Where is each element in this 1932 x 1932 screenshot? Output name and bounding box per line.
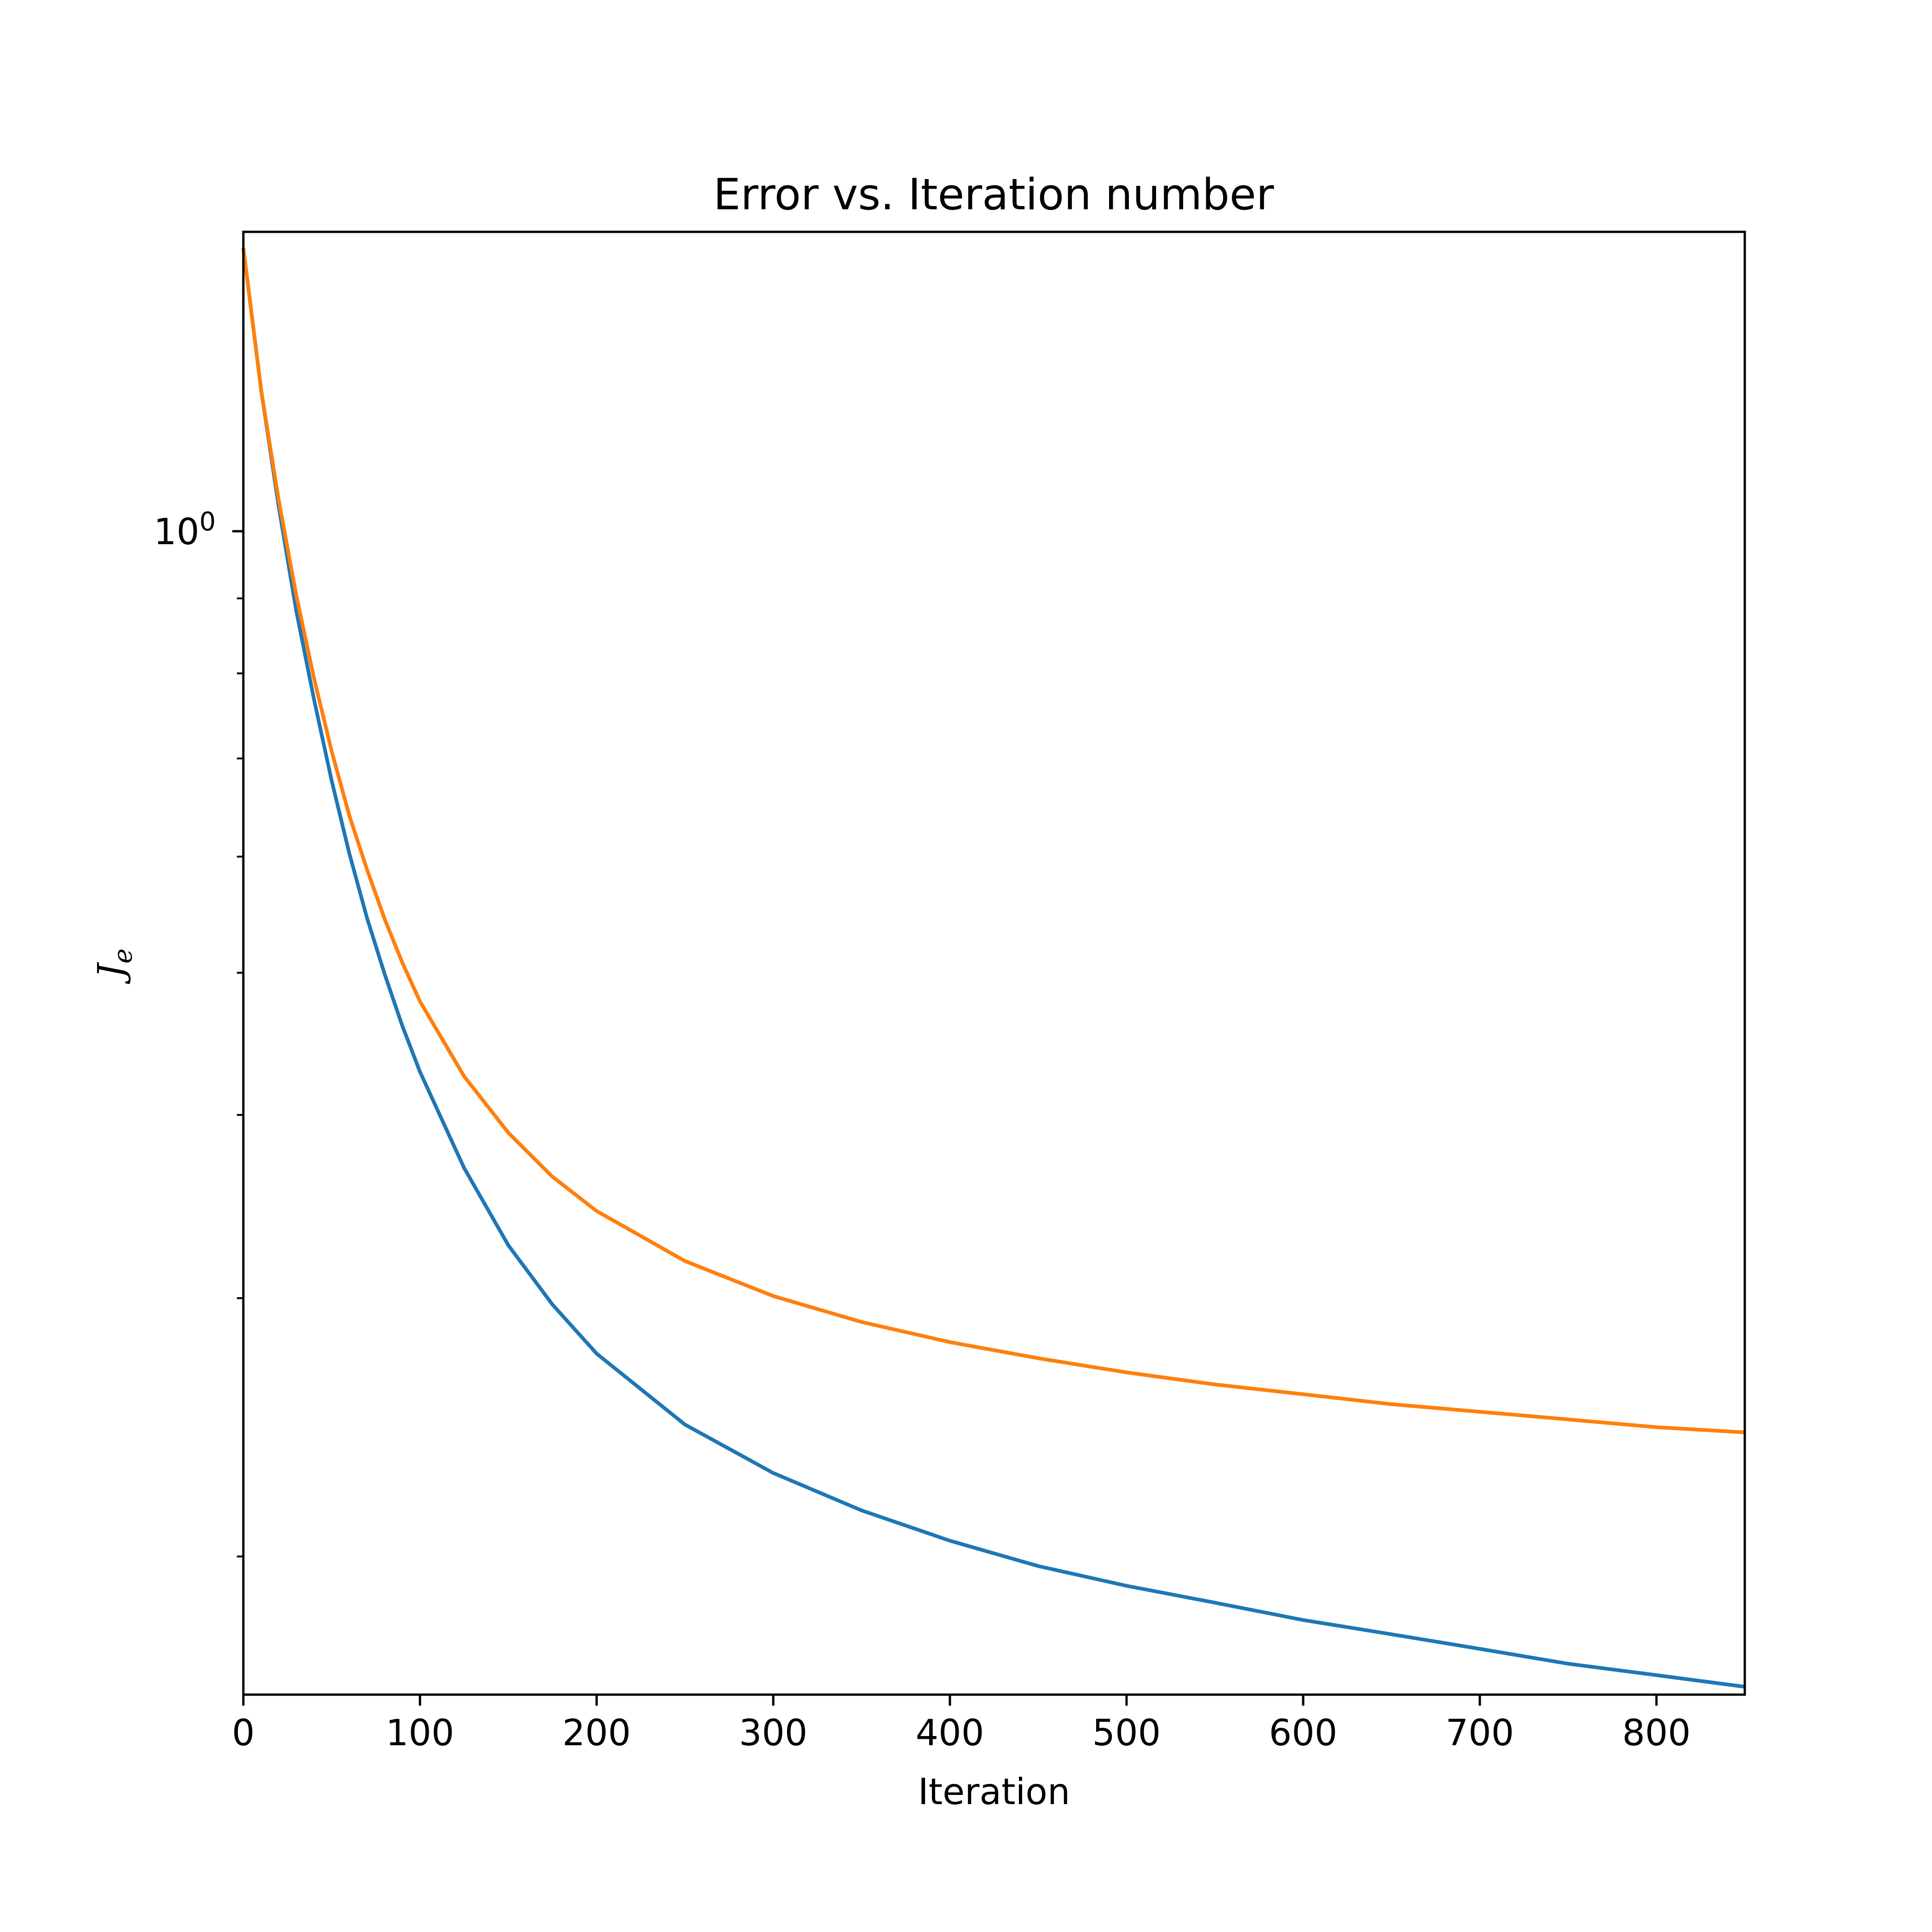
ticks-layer: 0 100 200 300 400 500 600 700 800 100 (154, 507, 1690, 1754)
series-line-2 (242, 247, 1745, 1434)
x-tick-label: 800 (1622, 1713, 1691, 1754)
chart-title: Error vs. Iteration number (713, 170, 1274, 220)
y-axis-label-subscript: e (108, 949, 138, 964)
x-tick-label: 100 (386, 1713, 454, 1754)
x-tick-label: 500 (1092, 1713, 1161, 1754)
x-tick-label: 300 (739, 1713, 808, 1754)
x-tick-label: 0 (232, 1713, 255, 1754)
series-layer (242, 247, 1745, 1689)
x-tick-label: 400 (916, 1713, 984, 1754)
series-line-1 (242, 247, 1745, 1689)
x-tick-label: 200 (563, 1713, 631, 1754)
x-tick-label: 700 (1446, 1713, 1514, 1754)
x-tick-label: 600 (1269, 1713, 1338, 1754)
y-tick-label: 100 (154, 507, 216, 553)
x-axis-label: Iteration (918, 1771, 1070, 1813)
axes-frame (242, 230, 1746, 1696)
